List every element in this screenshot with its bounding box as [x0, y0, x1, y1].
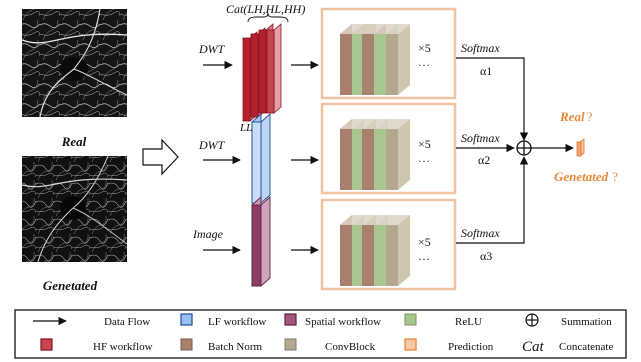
real-image: [21, 8, 128, 118]
legend-relu-label: ReLU: [455, 316, 482, 328]
legend-spatial-icon: [284, 313, 297, 326]
branch3-input-label: Image: [192, 227, 224, 241]
branch3-softmax: Softmax: [461, 226, 500, 240]
branch1-frame: [320, 7, 457, 100]
branch1-repeat: ×5: [418, 41, 431, 55]
branch2-repeat: ×5: [418, 137, 431, 151]
branch3-out-arrow: [456, 156, 529, 244]
legend-sum-icon: [525, 313, 539, 327]
branch2-top-label: LL: [239, 122, 252, 134]
output-generated-label: Genetated?: [554, 169, 618, 184]
legend-cat-label: Concatenate: [559, 341, 613, 353]
branch1-alpha: α1: [480, 64, 492, 78]
branch2-frame: [320, 102, 457, 195]
branch1-convblock: [340, 24, 410, 95]
legend-frame: [14, 309, 627, 359]
legend-bn-icon: [180, 338, 193, 351]
lf-feature-block: [251, 112, 271, 205]
legend-sum-label: Summation: [561, 316, 612, 328]
legend-pred-label: Prediction: [448, 341, 494, 353]
branch2-input-label: DWT: [198, 138, 226, 152]
legend-conv-label: ConvBlock: [325, 341, 376, 353]
legend-bn-label: Batch Norm: [208, 341, 263, 353]
branch2-alpha: α2: [478, 153, 490, 167]
legend-lf-label: LF workflow: [208, 316, 266, 328]
branch2-ellipsis: ···: [418, 154, 430, 168]
spatial-feature-block: [251, 195, 271, 288]
legend-relu-icon: [404, 313, 417, 326]
legend-spatial-label: Spatial workflow: [305, 316, 381, 328]
branch1-ellipsis: ···: [418, 58, 430, 72]
summation-icon: [516, 140, 532, 156]
generated-label: Genetated: [43, 278, 98, 293]
hf-feature-stack: [242, 23, 282, 122]
branch1-input-label: DWT: [198, 42, 226, 56]
branch3-repeat: ×5: [418, 235, 431, 249]
branch2-convblock: [340, 119, 410, 190]
legend-hf-label: HF workflow: [93, 341, 153, 353]
branch3-frame: [320, 198, 457, 291]
branch1-softmax: Softmax: [461, 41, 500, 55]
branch1-top-label: Cat(LH,HL,HH): [226, 2, 305, 16]
branch3-ellipsis: ···: [418, 252, 430, 266]
generated-image: [21, 155, 128, 263]
branch1-out-arrow: [456, 57, 529, 141]
legend-lf-icon: [180, 313, 193, 326]
branch3-convblock: [340, 215, 410, 286]
prediction-block: [576, 138, 585, 157]
branch3-alpha: α3: [480, 249, 492, 263]
hollow-arrow-icon: [142, 138, 179, 176]
legend-conv-icon: [284, 338, 297, 351]
output-real-label: Real?: [559, 109, 593, 124]
legend-hf-icon: [40, 338, 53, 351]
legend-dataflow-label: Data Flow: [104, 316, 150, 328]
branch2-softmax: Softmax: [461, 131, 500, 145]
legend-pred-icon: [404, 338, 417, 351]
real-label: Real: [61, 134, 87, 149]
legend-cat-symbol: Cat: [522, 339, 545, 355]
branch1-brace-icon: [247, 12, 289, 23]
